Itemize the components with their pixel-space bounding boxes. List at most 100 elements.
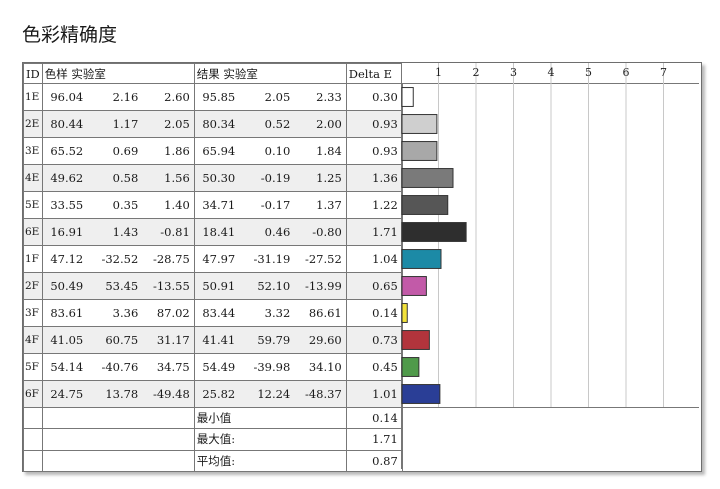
bar-2E (401, 114, 438, 134)
result-lab-value: 1.84 (294, 137, 347, 165)
result-lab-value: 0.10 (239, 137, 295, 165)
result-lab-value: 12.24 (239, 380, 295, 408)
sample-lab-value: 0.58 (87, 164, 143, 192)
x-tick-label: 5 (585, 66, 592, 79)
result-lab-value: 0.46 (239, 218, 295, 246)
result-lab-value: -13.99 (294, 272, 347, 300)
row-id: 4F (23, 326, 43, 354)
sample-lab-value: 31.17 (142, 326, 195, 354)
row-id: 3E (23, 137, 43, 165)
sample-lab-value: 54.14 (41, 353, 88, 381)
result-lab-value: 2.05 (239, 83, 295, 111)
summary-value: 0.87 (345, 449, 403, 472)
sample-lab-value: 41.05 (41, 326, 88, 354)
result-lab-value: 29.60 (294, 326, 347, 354)
sample-lab-value: 34.75 (142, 353, 195, 381)
sample-lab-value: 1.56 (142, 164, 195, 192)
sample-lab-value: 33.55 (41, 191, 88, 219)
summary-row: 平均值: 0.87 (23, 449, 403, 472)
result-lab-value: 47.97 (193, 245, 240, 273)
sample-lab-value: 2.05 (142, 110, 195, 138)
row-id: 4E (23, 164, 43, 192)
sample-lab-value: 24.75 (41, 380, 88, 408)
sample-lab-value: 1.43 (87, 218, 143, 246)
result-lab-value: 34.10 (294, 353, 347, 381)
sample-lab-value: 83.61 (41, 299, 88, 327)
table-row: 2E 80.44 1.17 2.05 80.34 0.52 2.00 0.93 (23, 110, 403, 138)
summary-label: 最小值 (193, 406, 347, 430)
bar-3E (401, 141, 438, 161)
result-lab-value: -27.52 (294, 245, 347, 273)
delta-e-value: 1.01 (345, 380, 403, 408)
delta-e-value: 1.22 (345, 191, 403, 219)
delta-e-value: 1.04 (345, 245, 403, 273)
x-tick-label: 7 (660, 66, 667, 79)
summary-value: 0.14 (345, 406, 403, 430)
delta-e-value: 0.73 (345, 326, 403, 354)
row-id: 1F (23, 245, 43, 273)
bar-6F (401, 384, 441, 404)
sample-lab-value: 50.49 (41, 272, 88, 300)
sample-lab-value: 0.35 (87, 191, 143, 219)
table-row: 2F 50.49 53.45 -13.55 50.91 52.10 -13.99 0.65 (23, 272, 403, 300)
sample-lab-value: 60.75 (87, 326, 143, 354)
result-lab-value: -31.19 (239, 245, 295, 273)
result-lab-value: 25.82 (193, 380, 240, 408)
result-lab-value: 3.32 (239, 299, 295, 327)
sample-lab-value: 65.52 (41, 137, 88, 165)
row-id: 5E (23, 191, 43, 219)
sample-lab-value: -0.81 (142, 218, 195, 246)
result-lab-value: -0.17 (239, 191, 295, 219)
sample-lab-value: -40.76 (87, 353, 143, 381)
result-lab-value: 2.33 (294, 83, 347, 111)
bar-4F (401, 330, 430, 350)
sample-lab-value: 0.69 (87, 137, 143, 165)
delta-e-value: 0.14 (345, 299, 403, 327)
result-lab-value: 50.30 (193, 164, 240, 192)
result-lab-value: 54.49 (193, 353, 240, 381)
delta-e-value: 1.71 (345, 218, 403, 246)
bar-4E (401, 168, 454, 188)
sample-lab-value: 16.91 (41, 218, 88, 246)
x-tick-label: 6 (623, 66, 630, 79)
x-tick-label: 4 (548, 66, 555, 79)
delta-e-bar-chart: 1 2 3 4 5 6 7 (401, 63, 699, 469)
summary-label: 最大值: (193, 428, 347, 451)
result-lab-value: 83.44 (193, 299, 240, 327)
row-id: 1E (23, 83, 43, 111)
col-header-delta-e: Delta E (345, 63, 403, 84)
color-accuracy-table: ID 色样 实验室 结果 实验室 Delta E 1E 96.04 2.16 2.60… (23, 63, 403, 472)
col-header-swatch-lab: 色样 实验室 (41, 63, 195, 84)
result-lab-value: 2.00 (294, 110, 347, 138)
delta-e-value: 0.45 (345, 353, 403, 381)
sample-lab-value: 47.12 (41, 245, 88, 273)
bar-5F (401, 357, 420, 377)
summary-row: 最大值: 1.71 (23, 428, 403, 451)
result-lab-value: 52.10 (239, 272, 295, 300)
sample-lab-value: 96.04 (41, 83, 88, 111)
color-accuracy-report: ID 色样 实验室 结果 实验室 Delta E 1E 96.04 2.16 2.60… (22, 62, 702, 472)
sample-lab-value: -32.52 (87, 245, 143, 273)
sample-lab-value: 1.40 (142, 191, 195, 219)
table-row: 3E 65.52 0.69 1.86 65.94 0.10 1.84 0.93 (23, 137, 403, 165)
sample-lab-value: 1.17 (87, 110, 143, 138)
table-row: 1F 47.12 -32.52 -28.75 47.97 -31.19 -27.52 1.04 (23, 245, 403, 273)
result-lab-value: 18.41 (193, 218, 240, 246)
row-id: 5F (23, 353, 43, 381)
result-lab-value: 1.37 (294, 191, 347, 219)
table-row: 1E 96.04 2.16 2.60 95.85 2.05 2.33 0.30 (23, 83, 403, 111)
bar-2F (401, 276, 427, 296)
bar-5E (401, 195, 449, 215)
row-id: 3F (23, 299, 43, 327)
sample-lab-value: 2.60 (142, 83, 195, 111)
row-id: 2E (23, 110, 43, 138)
x-tick-label: 3 (510, 66, 517, 79)
sample-lab-value: 80.44 (41, 110, 88, 138)
result-lab-value: -48.37 (294, 380, 347, 408)
sample-lab-value: 53.45 (87, 272, 143, 300)
delta-e-value: 0.93 (345, 137, 403, 165)
table-row: 6F 24.75 13.78 -49.48 25.82 12.24 -48.37 1.01 (23, 380, 403, 408)
sample-lab-value: 2.16 (87, 83, 143, 111)
result-lab-value: 1.25 (294, 164, 347, 192)
sample-lab-value: -13.55 (142, 272, 195, 300)
